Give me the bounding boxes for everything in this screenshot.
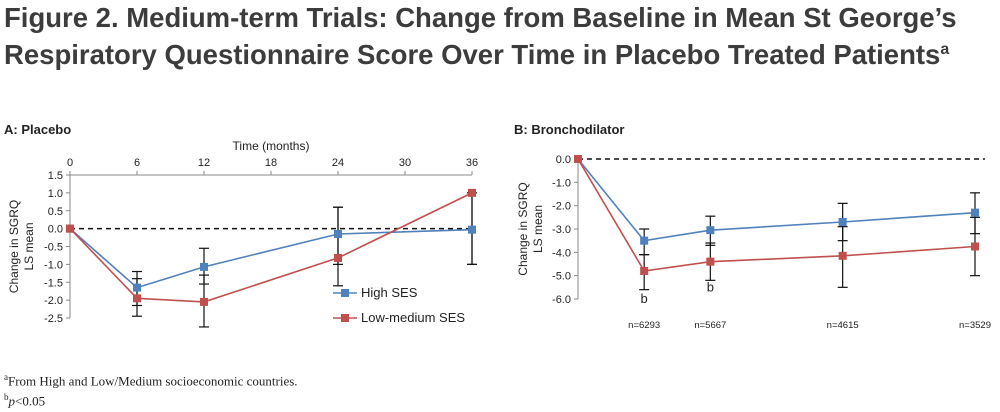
bronchodilator-y-axis-title-line: LS mean: [531, 205, 545, 253]
placebo-legend-label-0: High SES: [361, 285, 418, 300]
bronchodilator-n-label: n=3529: [959, 320, 991, 331]
footnote-b-text: <0.05: [15, 393, 46, 409]
placebo-y-axis-title-line: Change in SGRQ: [7, 200, 21, 293]
bronchodilator-significance-mark: b: [641, 291, 648, 306]
bronchodilator-n-label: n=4615: [827, 320, 859, 331]
placebo-x-tick-label: 36: [466, 157, 478, 169]
placebo-legend-label-1: Low-medium SES: [361, 310, 465, 325]
figure-title: Figure 2. Medium-term Trials: Change fro…: [4, 2, 984, 71]
placebo-chart: 1.5 1.0 0.5 0.0 -0.5 -1.0 -1.5 -2.0 -2.5 0 6 12 18 24…: [7, 139, 478, 328]
placebo-x-tick-label: 12: [198, 157, 210, 169]
placebo-data-point-1: [200, 297, 208, 306]
bronchodilator-y-tick-label: -3.0: [552, 224, 571, 236]
footnote-a: aFrom High and Low/Medium socioeconomic …: [4, 369, 298, 389]
placebo-x-axis-title: Time (months): [233, 139, 310, 153]
footnote-a-mark: a: [4, 372, 8, 382]
placebo-y-tick-label: 0.5: [48, 206, 63, 218]
placebo-y-tick-label: -1.5: [44, 277, 63, 289]
placebo-data-point-1: [468, 188, 476, 197]
placebo-y-tick-label: -1.0: [44, 259, 63, 271]
placebo-data-point-0: [334, 229, 342, 238]
footnote-b-mark: b: [4, 392, 9, 403]
placebo-data-point-1: [66, 224, 74, 233]
bronchodilator-chart: 0.0 -1.0 -2.0 -3.0 -4.0 -5.0 -6.0 Change in SGR…: [516, 154, 991, 331]
bronchodilator-significance-mark: b: [707, 279, 714, 294]
bronchodilator-data-point-0: [640, 236, 649, 245]
bronchodilator-data-point-1: [574, 155, 582, 163]
panel-a-title: A: Placebo: [4, 122, 72, 137]
bronchodilator-series-line-0: [577, 158, 976, 242]
placebo-data-point-0: [468, 225, 476, 234]
placebo-legend-marker-1: [341, 314, 349, 322]
footnote-b: bp<0.05: [4, 389, 298, 409]
placebo-y-tick-label: -2.0: [44, 295, 63, 307]
bronchodilator-y-tick-label: -4.0: [552, 247, 571, 259]
panel-b-title: B: Bronchodilator: [514, 122, 625, 137]
placebo-data-point-1: [334, 253, 342, 262]
bronchodilator-data-point-0: [971, 208, 979, 217]
bronchodilator-data-point-1: [640, 267, 649, 275]
figure-title-footnote-mark: a: [940, 41, 950, 58]
bronchodilator-y-tick-label: -5.0: [552, 271, 571, 283]
bronchodilator-data-point-1: [706, 257, 715, 266]
placebo-y-tick-label: 1.5: [48, 170, 63, 182]
bronchodilator-y-tick-label: -6.0: [552, 294, 571, 306]
placebo-x-tick-label: 24: [332, 157, 344, 169]
bronchodilator-y-axis-title: Change in SGRQ LS mean: [516, 182, 545, 275]
placebo-data-point-1: [133, 294, 141, 303]
bronchodilator-data-point-0: [838, 218, 847, 226]
placebo-y-tick-label: -2.5: [44, 313, 63, 325]
placebo-x-tick-label: 30: [399, 157, 411, 169]
placebo-data-point-0: [200, 262, 208, 271]
bronchodilator-n-label: n=6293: [628, 320, 660, 331]
bronchodilator-data-point-0: [706, 226, 715, 235]
bronchodilator-y-tick-label: -2.0: [552, 201, 571, 213]
figure-title-text: Figure 2. Medium-term Trials: Change fro…: [4, 2, 957, 70]
placebo-y-tick-label: 0.0: [48, 224, 63, 236]
bronchodilator-data-point-1: [838, 251, 847, 260]
footnote-a-text: From High and Low/Medium socioeconomic c…: [8, 373, 298, 389]
placebo-legend-marker-0: [341, 289, 349, 297]
footnote-b-italic: p: [8, 393, 16, 409]
bronchodilator-y-tick-label: 0.0: [556, 154, 571, 166]
placebo-x-tick-label: 18: [265, 157, 277, 169]
placebo-x-tick-label: 0: [67, 157, 73, 169]
bronchodilator-data-point-1: [971, 242, 979, 251]
bronchodilator-y-tick-label: -1.0: [552, 177, 571, 189]
footnotes: aFrom High and Low/Medium socioeconomic …: [4, 369, 298, 410]
placebo-data-point-0: [133, 283, 141, 292]
placebo-y-tick-label: -0.5: [44, 242, 63, 254]
bronchodilator-series-line-1: [577, 158, 976, 272]
bronchodilator-y-axis-title-line: Change in SGRQ: [516, 182, 530, 275]
placebo-y-axis-title: Change in SGRQ LS mean: [7, 200, 36, 293]
placebo-x-tick-label: 6: [134, 157, 140, 169]
placebo-y-tick-label: 1.0: [48, 188, 63, 200]
bronchodilator-n-label: n=5667: [694, 320, 726, 331]
placebo-y-axis-title-line: LS mean: [22, 222, 36, 270]
